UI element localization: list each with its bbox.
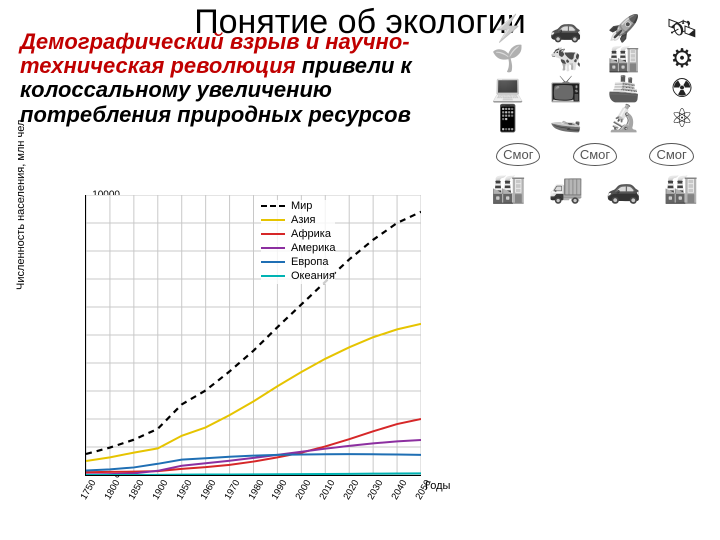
tech-icon: 🏭 xyxy=(596,45,652,71)
tech-icon: ⚛ xyxy=(654,105,710,131)
tech-icon: 💻 xyxy=(480,75,536,101)
legend-swatch xyxy=(261,261,285,263)
tech-icon: 🌱 xyxy=(480,45,536,71)
tech-icon: 📱 xyxy=(480,105,536,131)
smog-label: Смог xyxy=(573,143,617,166)
x-tick-label: 1970 xyxy=(218,478,243,509)
tech-icon: 🔬 xyxy=(596,105,652,131)
x-tick-label: 2000 xyxy=(289,478,314,509)
slide-root: Понятие об экологии Демографический взры… xyxy=(0,0,720,540)
x-axis-title: Годы xyxy=(425,480,450,492)
pollution-icon: 🚚 xyxy=(549,172,584,205)
tech-icon: ⚡ xyxy=(480,15,536,41)
x-tick-label: 2020 xyxy=(337,478,362,509)
chart-legend: Мир Азия Африка Америка Европа Океания xyxy=(261,200,335,284)
tech-icon: 🚤 xyxy=(538,105,594,131)
legend-label: Африка xyxy=(291,228,331,240)
population-chart: Численность населения, млн чел. 01000200… xyxy=(30,195,460,515)
legend-item: Африка xyxy=(261,228,335,240)
smog-label: Смог xyxy=(649,143,693,166)
legend-label: Америка xyxy=(291,242,335,254)
pollution-icon: 🏭 xyxy=(491,172,526,205)
x-tick-label: 1960 xyxy=(194,478,219,509)
legend-item: Океания xyxy=(261,270,335,282)
pollution-city-row: 🏭 🚚 🚗 🏭 xyxy=(480,172,710,205)
x-tick-label: 1950 xyxy=(170,478,195,509)
tech-icon: 🚀 xyxy=(596,15,652,41)
legend-swatch xyxy=(261,247,285,249)
tech-icon: 🚢 xyxy=(596,75,652,101)
legend-item: Европа xyxy=(261,256,335,268)
x-tick-label: 1900 xyxy=(146,478,171,509)
technology-icon-grid: ⚡🚗🚀🛰 🌱🐄🏭⚙ 💻📺🚢☢ 📱🚤🔬⚛ xyxy=(480,15,710,131)
intro-text: Демографический взрыв и научно-техническ… xyxy=(20,30,420,127)
legend-swatch xyxy=(261,205,285,207)
legend-label: Океания xyxy=(291,270,335,282)
legend-swatch xyxy=(261,219,285,221)
x-tick-label: 1980 xyxy=(242,478,267,509)
x-tick-label: 2010 xyxy=(313,478,338,509)
smog-label: Смог xyxy=(496,143,540,166)
x-tick-label: 1750 xyxy=(74,478,99,509)
tech-icon: ⚙ xyxy=(654,45,710,71)
pollution-icon: 🚗 xyxy=(606,172,641,205)
x-tick-label: 1990 xyxy=(265,478,290,509)
x-tick-label: 1800 xyxy=(98,478,123,509)
legend-swatch xyxy=(261,233,285,235)
legend-label: Европа xyxy=(291,256,329,268)
tech-icon: ☢ xyxy=(654,75,710,101)
x-tick-label: 2040 xyxy=(385,478,410,509)
legend-label: Мир xyxy=(291,200,312,212)
tech-icon: 🚗 xyxy=(538,15,594,41)
x-tick-label: 1850 xyxy=(122,478,147,509)
smog-row: Смог Смог Смог xyxy=(480,143,710,166)
legend-swatch xyxy=(261,275,285,277)
y-axis-title: Численность населения, млн чел. xyxy=(15,117,27,290)
tech-icon: 🛰 xyxy=(654,15,710,41)
chart-plot-area: Мир Азия Африка Америка Европа Океания xyxy=(85,195,421,476)
legend-item: Америка xyxy=(261,242,335,254)
pollution-icon: 🏭 xyxy=(664,172,699,205)
icons-column: ⚡🚗🚀🛰🌱🐄🏭⚙💻📺🚢☢📱🚤🔬⚛ Смог Смог Смог 🏭🚚🚗🏭 xyxy=(480,15,710,525)
chart-svg xyxy=(86,195,421,475)
x-tick-label: 2030 xyxy=(361,478,386,509)
tech-icon: 📺 xyxy=(538,75,594,101)
tech-icon: 🐄 xyxy=(538,45,594,71)
legend-item: Азия xyxy=(261,214,335,226)
legend-item: Мир xyxy=(261,200,335,212)
legend-label: Азия xyxy=(291,214,315,226)
